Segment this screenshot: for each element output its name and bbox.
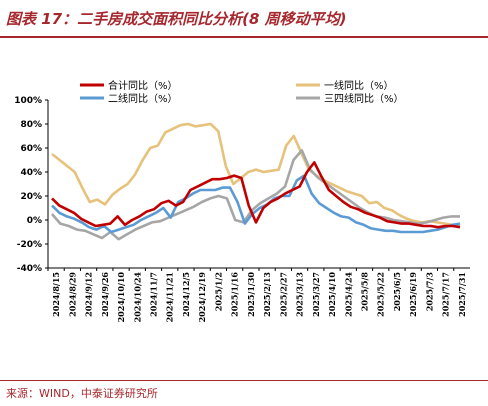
- x-tick-label: 2024/9/26: [100, 272, 110, 317]
- title-divider: [0, 36, 488, 38]
- x-tick-label: 2025/2/27: [278, 272, 288, 317]
- y-tick-label: 80%: [20, 120, 42, 130]
- series-line-total: [51, 161, 461, 229]
- x-tick-label: 2025/5/8: [360, 272, 370, 312]
- x-tick-label: 2025/3/27: [311, 272, 321, 317]
- legend-label-tier2: 二线同比（%）: [108, 92, 178, 105]
- x-tick-label: 2024/9/12: [84, 272, 94, 317]
- y-tick-label: 0%: [27, 216, 42, 226]
- series-line-tier1: [51, 122, 460, 227]
- x-tick-label: 2025/6/5: [392, 272, 402, 311]
- source-note: 来源：WIND，中泰证券研究所: [6, 387, 158, 400]
- x-tick-label: 2025/4/24: [343, 272, 353, 317]
- footer-divider: [0, 380, 488, 381]
- legend-label-tier1: 一线同比（%）: [324, 79, 394, 92]
- series-line-tier34: [51, 149, 460, 241]
- legend-label-tier34: 三四线同比（%）: [324, 92, 404, 105]
- x-tick-label: 2025/7/3: [424, 272, 434, 312]
- x-tick-label: 2025/2/13: [262, 272, 272, 317]
- legend-label-total: 合计同比（%）: [108, 79, 178, 92]
- x-tick-label: 2025/7/31: [457, 272, 467, 317]
- series-line-tier2: [51, 174, 461, 234]
- x-tick-label: 2024/12/19: [197, 272, 207, 323]
- x-tick-label: 2024/8/29: [67, 272, 77, 317]
- x-tick-label: 2025/1/16: [230, 272, 240, 317]
- x-tick-label: 2024/11/7: [149, 272, 159, 317]
- x-tick-label: 2025/1/30: [246, 272, 256, 317]
- x-tick-label: 2025/3/13: [295, 272, 305, 317]
- x-tick-label: 2025/6/19: [408, 272, 418, 317]
- x-tick-label: 2024/10/24: [132, 272, 142, 323]
- x-tick-label: 2025/4/10: [327, 272, 337, 317]
- y-tick-label: 20%: [20, 192, 42, 202]
- x-tick-label: 2024/12/5: [181, 272, 191, 317]
- y-tick-label: 100%: [14, 96, 42, 106]
- y-tick-label: -20%: [17, 240, 42, 250]
- y-tick-label: 60%: [20, 144, 42, 154]
- line-chart: 100% 80% 60% 40% 20% 0% -20% -40% 2024/8/15 2024/…: [14, 79, 470, 323]
- x-tick-label: 2024/8/15: [51, 272, 61, 317]
- x-tick-label: 2024/10/10: [116, 272, 126, 323]
- chart-title: 图表 17：二手房成交面积同比分析(8 周移动平均): [6, 10, 347, 28]
- x-tick-label: 2025/7/17: [441, 272, 451, 317]
- x-tick-label: 2024/11/21: [165, 272, 175, 322]
- title-bar: 图表 17：二手房成交面积同比分析(8 周移动平均): [0, 0, 488, 36]
- x-tick-label: 2025/5/22: [376, 272, 386, 317]
- y-tick-label: -40%: [17, 264, 42, 274]
- x-tick-label: 2025/1/2: [213, 272, 223, 311]
- y-tick-label: 40%: [20, 168, 42, 178]
